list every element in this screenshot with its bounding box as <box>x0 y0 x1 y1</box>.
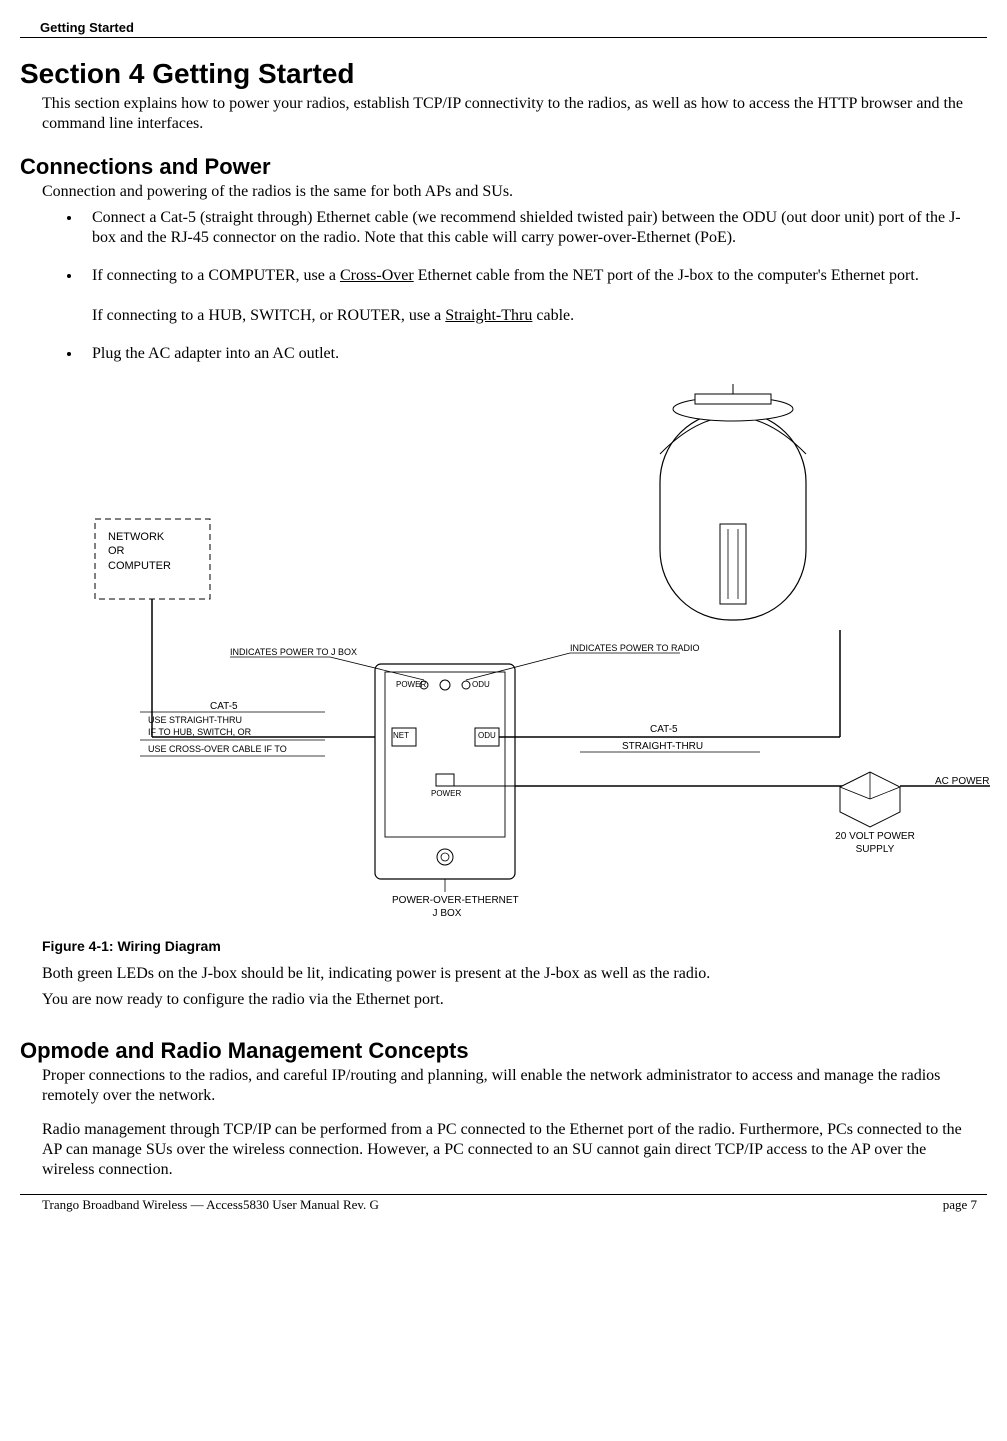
figure-caption: Figure 4-1: Wiring Diagram <box>42 938 987 954</box>
jbox-power-label: POWER <box>431 789 461 799</box>
cat5-left-l3: USE CROSS-OVER CABLE IF TO <box>148 744 287 756</box>
indicates-radio-label: INDICATES POWER TO RADIO <box>570 643 700 655</box>
opmode-heading: Opmode and Radio Management Concepts <box>20 1038 987 1064</box>
cat5-left-title: CAT-5 <box>210 700 238 713</box>
connections-heading: Connections and Power <box>20 154 987 180</box>
network-box-label: NETWORK OR COMPUTER <box>108 530 171 573</box>
section-intro: This section explains how to power your … <box>42 94 977 134</box>
footer-right: page 7 <box>943 1197 977 1213</box>
jbox-odu-label: ODU <box>478 731 496 741</box>
section-title: Section 4 Getting Started <box>20 58 987 90</box>
wiring-diagram: NETWORK OR COMPUTER INDICATES POWER TO J… <box>40 382 1000 922</box>
cat5-right-sub: STRAIGHT-THRU <box>622 740 703 753</box>
cat5-left-l1: USE STRAIGHT-THRU <box>148 715 242 727</box>
psu-label: 20 VOLT POWER SUPPLY <box>830 830 920 856</box>
running-header: Getting Started <box>20 20 987 38</box>
connections-bullets: Connect a Cat-5 (straight through) Ether… <box>82 208 977 364</box>
opmode-p1: Proper connections to the radios, and ca… <box>42 1066 977 1106</box>
page-footer: Trango Broadband Wireless — Access5830 U… <box>20 1194 987 1213</box>
footer-left: Trango Broadband Wireless — Access5830 U… <box>42 1197 379 1213</box>
cat5-left-l2: IF TO HUB, SWITCH, OR <box>148 727 251 739</box>
jbox-odu-led-label: ODU <box>472 680 490 690</box>
after-fig-p2: You are now ready to configure the radio… <box>42 990 977 1010</box>
poe-jbox-label: POWER-OVER-ETHERNET J BOX <box>392 894 502 920</box>
ac-power-label: AC POWER <box>935 775 989 788</box>
cat5-right-title: CAT-5 <box>650 723 678 736</box>
indicates-jbox-label: INDICATES POWER TO J BOX <box>230 647 357 659</box>
bullet-3: Plug the AC adapter into an AC outlet. <box>82 344 977 364</box>
jbox-power-led-label: POWER <box>396 680 426 690</box>
opmode-p2: Radio management through TCP/IP can be p… <box>42 1120 977 1180</box>
bullet-2: If connecting to a COMPUTER, use a Cross… <box>82 266 977 326</box>
after-fig-p1: Both green LEDs on the J-box should be l… <box>42 964 977 984</box>
bullet-1: Connect a Cat-5 (straight through) Ether… <box>82 208 977 248</box>
running-header-text: Getting Started <box>40 20 134 35</box>
jbox-net-label: NET <box>393 731 409 741</box>
connections-lead: Connection and powering of the radios is… <box>42 182 977 202</box>
